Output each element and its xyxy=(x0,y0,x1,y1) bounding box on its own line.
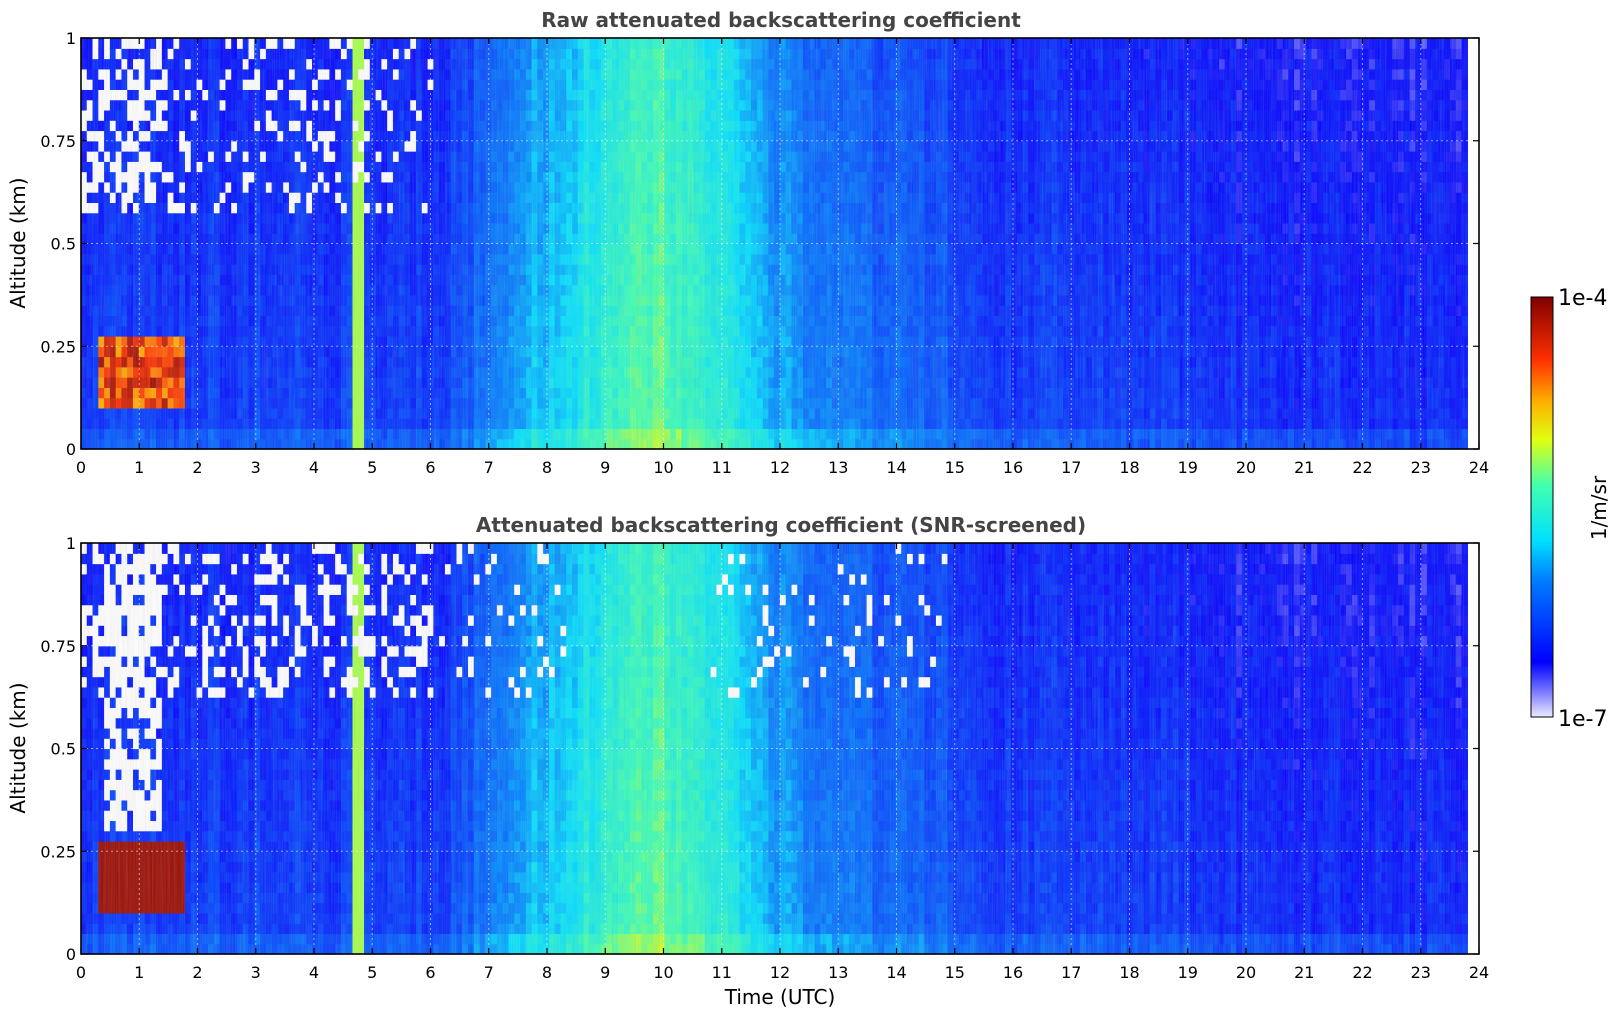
chart-title: Raw attenuated backscattering coefficien… xyxy=(541,8,1021,32)
chart-panel-raw: Raw attenuated backscattering coefficien… xyxy=(6,8,1489,477)
heatmap-raw xyxy=(81,38,1468,450)
